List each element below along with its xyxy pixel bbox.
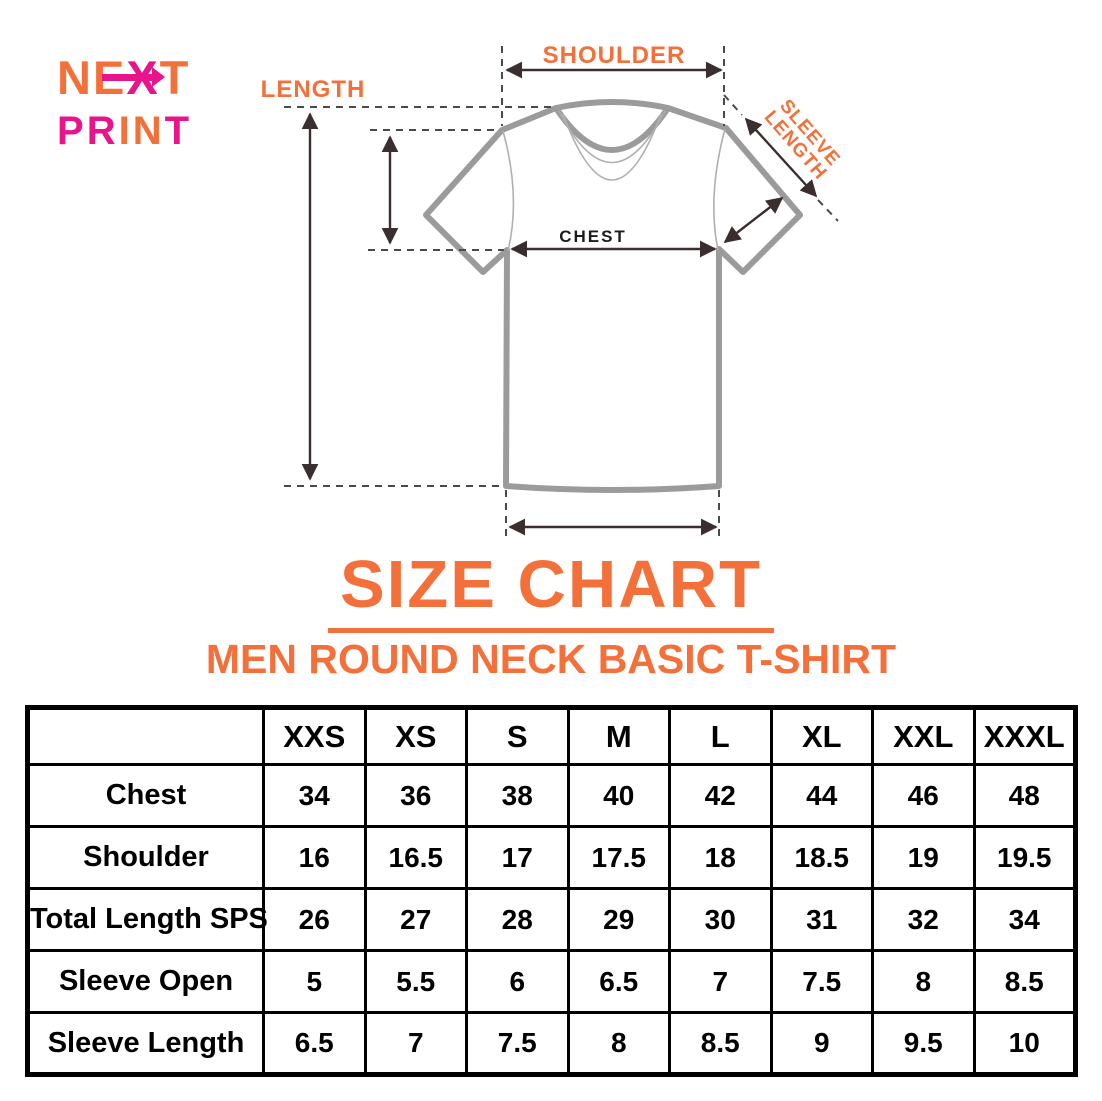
size-table: XXS XS S M L XL XXL XXXL Chest 34 36 38 …	[25, 705, 1078, 1077]
logo-arrow-icon	[102, 74, 154, 81]
col-header-xs: XS	[363, 706, 468, 766]
table-row-sleeve-open: Sleeve Open 5 5.5 6 6.5 7 7.5 8 8.5	[26, 949, 1077, 1014]
table-cell: 38	[465, 763, 570, 828]
table-row-chest: Chest 34 36 38 40 42 44 46 48	[26, 763, 1077, 828]
logo-letter: R	[86, 109, 119, 153]
table-cell: 7.5	[769, 949, 874, 1014]
table-cell: 34	[262, 763, 367, 828]
table-cell: 8	[871, 949, 976, 1014]
table-cell: 19	[871, 825, 976, 890]
table-cell: 8.5	[668, 1011, 773, 1076]
col-header-l: L	[668, 706, 773, 766]
col-header-xxl: XXL	[871, 706, 976, 766]
table-row-shoulder: Shoulder 16 16.5 17 17.5 18 18.5 19 19.5	[26, 825, 1077, 890]
table-cell: 36	[363, 763, 468, 828]
table-cell: 6.5	[262, 1011, 367, 1076]
table-header-row: XXS XS S M L XL XXL XXXL	[26, 706, 1077, 766]
col-header-xl: XL	[769, 706, 874, 766]
table-cell: 17	[465, 825, 570, 890]
table-cell: 46	[871, 763, 976, 828]
sleeve-length-label: SLEEVE LENGTH	[760, 96, 844, 185]
shoulder-label: SHOULDER	[543, 42, 686, 69]
table-cell: 26	[262, 887, 367, 952]
table-cell: 6	[465, 949, 570, 1014]
table-cell: 31	[769, 887, 874, 952]
table-cell: 7	[668, 949, 773, 1014]
table-cell: 16.5	[363, 825, 468, 890]
sleeve-open-dimension-arrow	[723, 196, 784, 244]
table-cell: 8	[566, 1011, 671, 1076]
row-label: Sleeve Open	[26, 949, 265, 1014]
dashed-guide-line	[817, 199, 839, 222]
tshirt-outline	[423, 99, 803, 493]
table-cell: 17.5	[566, 825, 671, 890]
table-cell: 18.5	[769, 825, 874, 890]
title-row: SIZE CHART	[0, 546, 1102, 633]
table-cell: 40	[566, 763, 671, 828]
table-cell: 6.5	[566, 949, 671, 1014]
table-cell: 44	[769, 763, 874, 828]
armhole-seam-line	[502, 130, 515, 252]
length-label: LENGTH	[261, 76, 366, 103]
row-label: Shoulder	[26, 825, 265, 890]
table-cell: 9	[769, 1011, 874, 1076]
table-cell: 19.5	[972, 825, 1077, 890]
logo-letter: P	[57, 109, 87, 153]
page-subtitle: MEN ROUND NECK BASIC T-SHIRT	[205, 636, 897, 682]
sleeve-length-dimension-arrow	[744, 117, 818, 198]
table-cell: 42	[668, 763, 773, 828]
collar-seam-line	[558, 110, 666, 164]
table-cell: 5	[262, 949, 367, 1014]
row-label: Total Length SPS	[26, 887, 268, 952]
col-header-s: S	[465, 706, 570, 766]
tshirt-collar	[553, 105, 671, 153]
table-cell: 5.5	[363, 949, 468, 1014]
col-header-m: M	[566, 706, 671, 766]
table-cell: 32	[871, 887, 976, 952]
table-cell: 16	[262, 825, 367, 890]
table-cell: 18	[668, 825, 773, 890]
table-cell: 7	[363, 1011, 468, 1076]
logo-line-print: PRINT	[57, 111, 192, 151]
armhole-seam-line	[713, 128, 726, 251]
page-title: SIZE CHART	[328, 546, 774, 633]
table-cell: 8.5	[972, 949, 1077, 1014]
col-header-xxxl: XXXL	[972, 706, 1077, 766]
table-cell: 48	[972, 763, 1077, 828]
table-corner-cell	[26, 706, 265, 766]
logo-letter: N	[132, 109, 165, 153]
dashed-guide-line	[723, 94, 743, 116]
row-label: Sleeve Length	[26, 1011, 265, 1076]
table-row-total-length: Total Length SPS 26 27 28 29 30 31 32 34	[26, 887, 1077, 952]
chest-label: CHEST	[559, 227, 627, 246]
row-label: Chest	[26, 763, 265, 828]
table-cell: 7.5	[465, 1011, 570, 1076]
logo-letter: N	[57, 51, 93, 104]
table-cell: 34	[972, 887, 1077, 952]
table-row-sleeve-length: Sleeve Length 6.5 7 7.5 8 8.5 9 9.5 10	[26, 1011, 1077, 1076]
table-cell: 28	[465, 887, 570, 952]
table-cell: 9.5	[871, 1011, 976, 1076]
brand-logo: NEXT PRINT	[57, 54, 192, 151]
tshirt-measurement-diagram: LENGTH SHOULDER CHEST SLEEVE LENGTH	[261, 42, 844, 538]
col-header-xxs: XXS	[262, 706, 367, 766]
table-cell: 27	[363, 887, 468, 952]
logo-letter: I	[118, 109, 133, 153]
table-cell: 10	[972, 1011, 1077, 1076]
logo-letter: T	[164, 109, 193, 153]
table-cell: 30	[668, 887, 773, 952]
table-cell: 29	[566, 887, 671, 952]
logo-arrowhead-icon	[152, 67, 165, 87]
collar-seam-line	[562, 113, 662, 181]
